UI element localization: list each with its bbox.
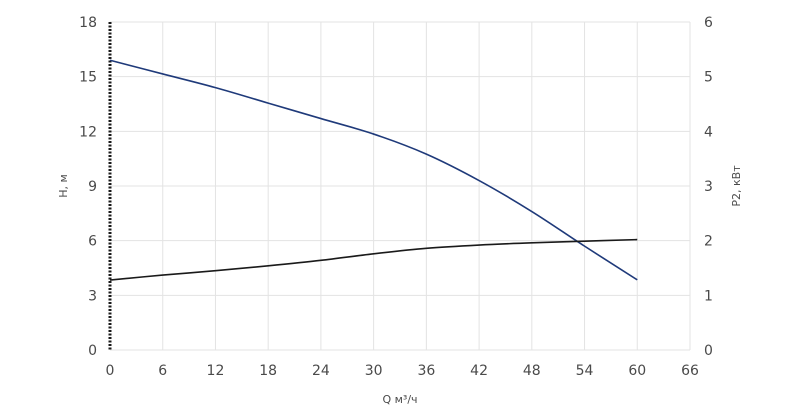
y-right-tick-label: 2 xyxy=(704,234,713,250)
y-right-tick-label: 5 xyxy=(704,70,713,86)
x-tick-label: 0 xyxy=(106,363,115,379)
y-left-tick-label: 15 xyxy=(79,70,97,86)
y-right-tick-label: 6 xyxy=(704,15,713,31)
x-axis-title: Q м³/ч xyxy=(382,393,417,406)
y-left-tick-label: 18 xyxy=(79,15,97,31)
x-tick-label: 12 xyxy=(207,363,225,379)
y-left-tick-label: 9 xyxy=(88,179,97,195)
x-tick-label: 48 xyxy=(523,363,541,379)
x-tick-label: 30 xyxy=(365,363,383,379)
grid-lines xyxy=(110,21,691,351)
y-left-tick-label: 12 xyxy=(79,124,97,140)
x-tick-label: 54 xyxy=(576,363,594,379)
x-tick-label: 24 xyxy=(312,363,330,379)
x-tick-label: 18 xyxy=(259,363,277,379)
power-curve-line xyxy=(109,238,638,281)
x-tick-label: 60 xyxy=(628,363,646,379)
data-series xyxy=(109,59,638,281)
y-right-tick-label: 0 xyxy=(704,343,713,359)
head-curve-line xyxy=(109,59,638,281)
y-left-tick-label: 3 xyxy=(88,288,97,304)
x-tick-label: 36 xyxy=(417,363,435,379)
y-axis-right-title: P2, кВт xyxy=(730,165,743,207)
x-tick-label: 66 xyxy=(681,363,699,379)
y-right-tick-label: 3 xyxy=(704,179,713,195)
y-right-tick-label: 1 xyxy=(704,288,713,304)
x-tick-label: 6 xyxy=(158,363,167,379)
y-right-tick-label: 4 xyxy=(704,124,713,140)
x-tick-label: 42 xyxy=(470,363,488,379)
y-left-tick-label: 6 xyxy=(88,234,97,250)
y-left-tick-label: 0 xyxy=(88,343,97,359)
y-axis-left-title: H, м xyxy=(57,174,70,198)
